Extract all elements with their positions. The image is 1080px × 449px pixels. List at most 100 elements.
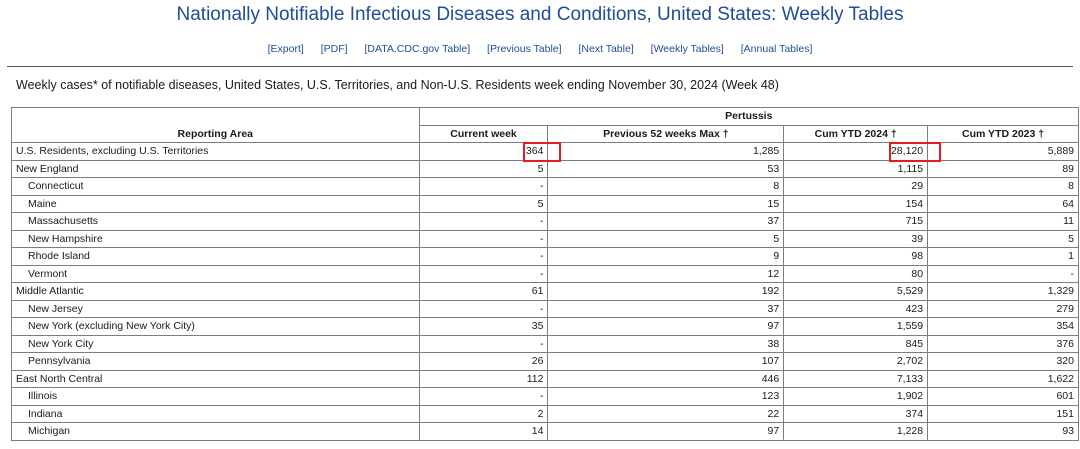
previous-table-link[interactable]: [Previous Table] xyxy=(487,43,562,55)
previous-52-weeks-max-cell: 446 xyxy=(547,369,785,388)
current-week-cell: - xyxy=(418,387,549,406)
cum-ytd-2024-cell: 1,902 xyxy=(783,387,929,406)
reporting-area-cell: Michigan xyxy=(11,422,420,441)
previous-52-weeks-max-cell: 37 xyxy=(547,299,785,318)
table-row: Maine 5 15 154 64 xyxy=(11,194,1079,213)
current-week-cell: 26 xyxy=(418,352,549,371)
current-week-cell: - xyxy=(418,177,549,196)
cum-ytd-2024-cell: 7,133 xyxy=(783,369,929,388)
cum-ytd-2023-cell: 11 xyxy=(927,212,1079,231)
table-row: Rhode Island -9 98 1 xyxy=(11,247,1079,266)
table-row: New York City -38 845 376 xyxy=(11,334,1079,353)
cum-ytd-2024-cell: 845 xyxy=(783,334,929,353)
current-week-cell: 61 xyxy=(418,282,549,301)
pertussis-table: Reporting Area Pertussis Current week Pr… xyxy=(11,107,1080,441)
previous-52-weeks-max-cell: 12 xyxy=(547,264,785,283)
export-link[interactable]: [Export] xyxy=(267,43,304,55)
previous-52-weeks-max-cell: 37 xyxy=(547,212,785,231)
cum-ytd-2024-cell: 80 xyxy=(783,264,929,283)
cum-ytd-2023-cell: 1,622 xyxy=(927,369,1079,388)
cum-ytd-2023-cell: 279 xyxy=(927,299,1079,318)
table-row: New Hampshire -5 39 5 xyxy=(11,229,1079,248)
cum-ytd-2024-cell: 423 xyxy=(783,299,929,318)
cum-ytd-2024-cell: 715 xyxy=(783,212,929,231)
header-divider xyxy=(7,66,1073,67)
cum-ytd-2024-cell: 39 xyxy=(783,229,929,248)
cum-ytd-2023-cell: 89 xyxy=(927,159,1079,178)
reporting-area-header: Reporting Area xyxy=(11,107,420,143)
cum-ytd-2024-cell: 98 xyxy=(783,247,929,266)
reporting-area-cell: New York City xyxy=(11,334,420,353)
table-row: East North Central 112 446 7,133 1,622 xyxy=(11,369,1079,388)
table-row: Pennsylvania 26 107 2,702 320 xyxy=(11,352,1079,371)
reporting-area-cell: Rhode Island xyxy=(11,247,420,266)
cum-ytd-2024-cell: 1,115 xyxy=(783,159,929,178)
current-week-header: Current week xyxy=(418,124,549,143)
current-week-cell: 5 xyxy=(418,194,549,213)
current-week-cell: 35 xyxy=(418,317,549,336)
cum-ytd-2023-cell: 5,889 xyxy=(927,142,1079,161)
current-week-cell: 112 xyxy=(418,369,549,388)
cum-ytd-2024-cell: 374 xyxy=(783,404,929,423)
previous-52-weeks-max-cell: 107 xyxy=(547,352,785,371)
reporting-area-cell: Connecticut xyxy=(11,177,420,196)
table-body: U.S. Residents, excluding U.S. Territori… xyxy=(11,142,1079,441)
reporting-area-cell: New Jersey xyxy=(11,299,420,318)
table-row: Vermont -12 80- xyxy=(11,264,1079,283)
cum-ytd-2023-cell: 320 xyxy=(927,352,1079,371)
current-week-cell: - xyxy=(418,264,549,283)
previous-52-weeks-max-cell: 192 xyxy=(547,282,785,301)
reporting-area-cell: Maine xyxy=(11,194,420,213)
current-week-cell: - xyxy=(418,247,549,266)
current-week-cell: - xyxy=(418,334,549,353)
reporting-area-cell: New York (excluding New York City) xyxy=(11,317,420,336)
previous-52-weeks-max-cell: 9 xyxy=(547,247,785,266)
cum-ytd-2023-cell: 354 xyxy=(927,317,1079,336)
cum-ytd-2024-cell: 2,702 xyxy=(783,352,929,371)
current-week-cell: - xyxy=(418,299,549,318)
table-row: Indiana 2 22 374 151 xyxy=(11,404,1079,423)
previous-52-weeks-max-cell: 15 xyxy=(547,194,785,213)
current-week-cell: 2 xyxy=(418,404,549,423)
table-row: Illinois -123 1,902 601 xyxy=(11,387,1079,406)
reporting-area-cell: Illinois xyxy=(11,387,420,406)
table-row: New England 5 53 1,115 89 xyxy=(11,159,1079,178)
cum-ytd-2023-cell: 5 xyxy=(927,229,1079,248)
previous-52-weeks-max-cell: 97 xyxy=(547,317,785,336)
cum-ytd-2024-cell: 28,120 xyxy=(783,142,942,162)
current-week-cell: 5 xyxy=(418,159,549,178)
reporting-area-cell: New England xyxy=(11,159,420,178)
previous-52-weeks-max-cell: 53 xyxy=(547,159,785,178)
previous-52-weeks-max-cell: 123 xyxy=(547,387,785,406)
current-week-cell: 14 xyxy=(418,422,549,441)
table-caption: Weekly cases* of notifiable diseases, Un… xyxy=(16,78,779,92)
cum-ytd-2023-cell: 151 xyxy=(927,404,1079,423)
previous-52-weeks-max-cell: 22 xyxy=(547,404,785,423)
cum-ytd-2024-cell: 5,529 xyxy=(783,282,929,301)
cum-ytd-2023-cell: 1,329 xyxy=(927,282,1079,301)
cum-ytd-2024-cell: 154 xyxy=(783,194,929,213)
reporting-area-cell: U.S. Residents, excluding U.S. Territori… xyxy=(11,142,420,161)
cum-ytd-2023-cell: 8 xyxy=(927,177,1079,196)
annual-tables-link[interactable]: [Annual Tables] xyxy=(740,43,813,55)
cum-ytd-2023-cell: 601 xyxy=(927,387,1079,406)
cum-ytd-2023-cell: 93 xyxy=(927,422,1079,441)
data-cdc-gov-table-link[interactable]: [DATA.CDC.gov Table] xyxy=(364,43,471,55)
pertussis-group-header: Pertussis xyxy=(418,107,1080,126)
table-row: Massachusetts -37 715 11 xyxy=(11,212,1079,231)
page-title: Nationally Notifiable Infectious Disease… xyxy=(176,4,904,25)
cum-ytd-2023-cell: 64 xyxy=(927,194,1079,213)
weekly-tables-link[interactable]: [Weekly Tables] xyxy=(650,43,724,55)
cum-ytd-2024-cell: 1,228 xyxy=(783,422,929,441)
previous-52-weeks-max-cell: 38 xyxy=(547,334,785,353)
pdf-link[interactable]: [PDF] xyxy=(320,43,348,55)
table-row: New Jersey -37 423 279 xyxy=(11,299,1079,318)
current-week-cell: - xyxy=(418,212,549,231)
table-row: Connecticut -8 29 8 xyxy=(11,177,1079,196)
next-table-link[interactable]: [Next Table] xyxy=(578,43,634,55)
cum-ytd-2024-header: Cum YTD 2024 † xyxy=(783,124,929,143)
reporting-area-cell: New Hampshire xyxy=(11,229,420,248)
previous-52-weeks-max-cell: 5 xyxy=(547,229,785,248)
reporting-area-cell: East North Central xyxy=(11,369,420,388)
table-row: U.S. Residents, excluding U.S. Territori… xyxy=(11,142,1079,162)
